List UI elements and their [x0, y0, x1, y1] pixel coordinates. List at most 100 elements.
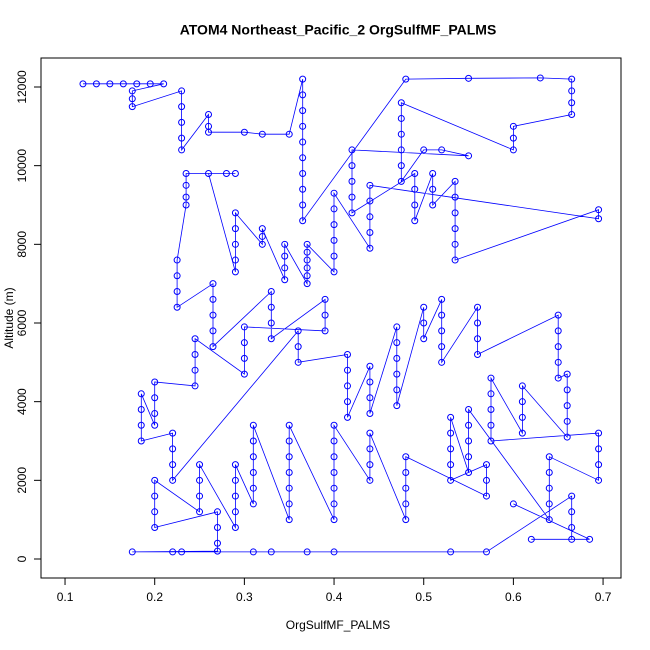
point: [231, 476, 239, 484]
point: [128, 548, 136, 556]
point: [595, 476, 603, 484]
point: [196, 508, 204, 516]
x-tick-label: 0.1: [57, 590, 74, 604]
point: [213, 547, 221, 555]
point: [411, 185, 419, 193]
point: [128, 95, 136, 103]
point: [240, 370, 248, 378]
y-tick-label: 6000: [15, 309, 29, 336]
point: [402, 500, 410, 508]
point: [281, 276, 289, 284]
point: [348, 162, 356, 170]
y-tick-label: 12000: [15, 70, 29, 104]
point: [178, 548, 186, 556]
point: [451, 209, 459, 217]
point: [146, 80, 154, 88]
point: [196, 461, 204, 469]
point: [397, 146, 405, 154]
point: [299, 201, 307, 209]
point: [595, 215, 603, 223]
point: [169, 461, 177, 469]
x-tick-label: 0.3: [236, 590, 253, 604]
point: [299, 107, 307, 115]
point: [554, 358, 562, 366]
point: [568, 111, 576, 119]
point: [178, 134, 186, 142]
point: [137, 437, 145, 445]
point: [285, 421, 293, 429]
point: [231, 461, 239, 469]
point: [285, 500, 293, 508]
point: [191, 335, 199, 343]
point: [465, 406, 473, 414]
plot-frame: [40, 57, 622, 579]
point: [285, 130, 293, 138]
point: [299, 138, 307, 146]
point: [397, 162, 405, 170]
point: [213, 524, 221, 532]
point: [213, 508, 221, 516]
point: [249, 468, 257, 476]
point: [447, 413, 455, 421]
point: [348, 209, 356, 217]
point: [330, 516, 338, 524]
point: [299, 75, 307, 83]
point: [330, 268, 338, 276]
y-tick-label: 0: [15, 555, 29, 562]
point: [330, 500, 338, 508]
point: [330, 421, 338, 429]
point: [348, 193, 356, 201]
point: [330, 205, 338, 213]
point: [509, 122, 517, 130]
point: [474, 335, 482, 343]
point: [249, 500, 257, 508]
point: [397, 99, 405, 107]
point: [348, 177, 356, 185]
point: [545, 453, 553, 461]
point: [303, 280, 311, 288]
point: [321, 295, 329, 303]
point: [249, 548, 257, 556]
point: [182, 201, 190, 209]
point: [343, 398, 351, 406]
point: [137, 421, 145, 429]
point: [397, 114, 405, 122]
point: [303, 264, 311, 272]
point: [451, 177, 459, 185]
point: [402, 453, 410, 461]
point: [509, 134, 517, 142]
point: [106, 80, 114, 88]
point: [330, 468, 338, 476]
point: [209, 311, 217, 319]
point: [343, 413, 351, 421]
point: [330, 221, 338, 229]
point: [299, 91, 307, 99]
point: [178, 103, 186, 111]
point: [420, 146, 428, 154]
point: [447, 476, 455, 484]
point: [92, 80, 100, 88]
x-tick-label: 0.6: [505, 590, 522, 604]
point: [393, 370, 401, 378]
point: [393, 323, 401, 331]
point: [451, 225, 459, 233]
point: [303, 248, 311, 256]
point: [213, 539, 221, 547]
point: [137, 406, 145, 414]
point: [438, 358, 446, 366]
point: [151, 421, 159, 429]
point: [563, 370, 571, 378]
y-tick-label: 2000: [15, 467, 29, 494]
point: [231, 268, 239, 276]
point: [568, 535, 576, 543]
point: [169, 445, 177, 453]
point: [447, 429, 455, 437]
point: [402, 516, 410, 524]
point: [299, 122, 307, 130]
point: [205, 128, 213, 136]
point: [209, 343, 217, 351]
point: [299, 217, 307, 225]
point: [240, 323, 248, 331]
point: [554, 374, 562, 382]
point: [438, 311, 446, 319]
